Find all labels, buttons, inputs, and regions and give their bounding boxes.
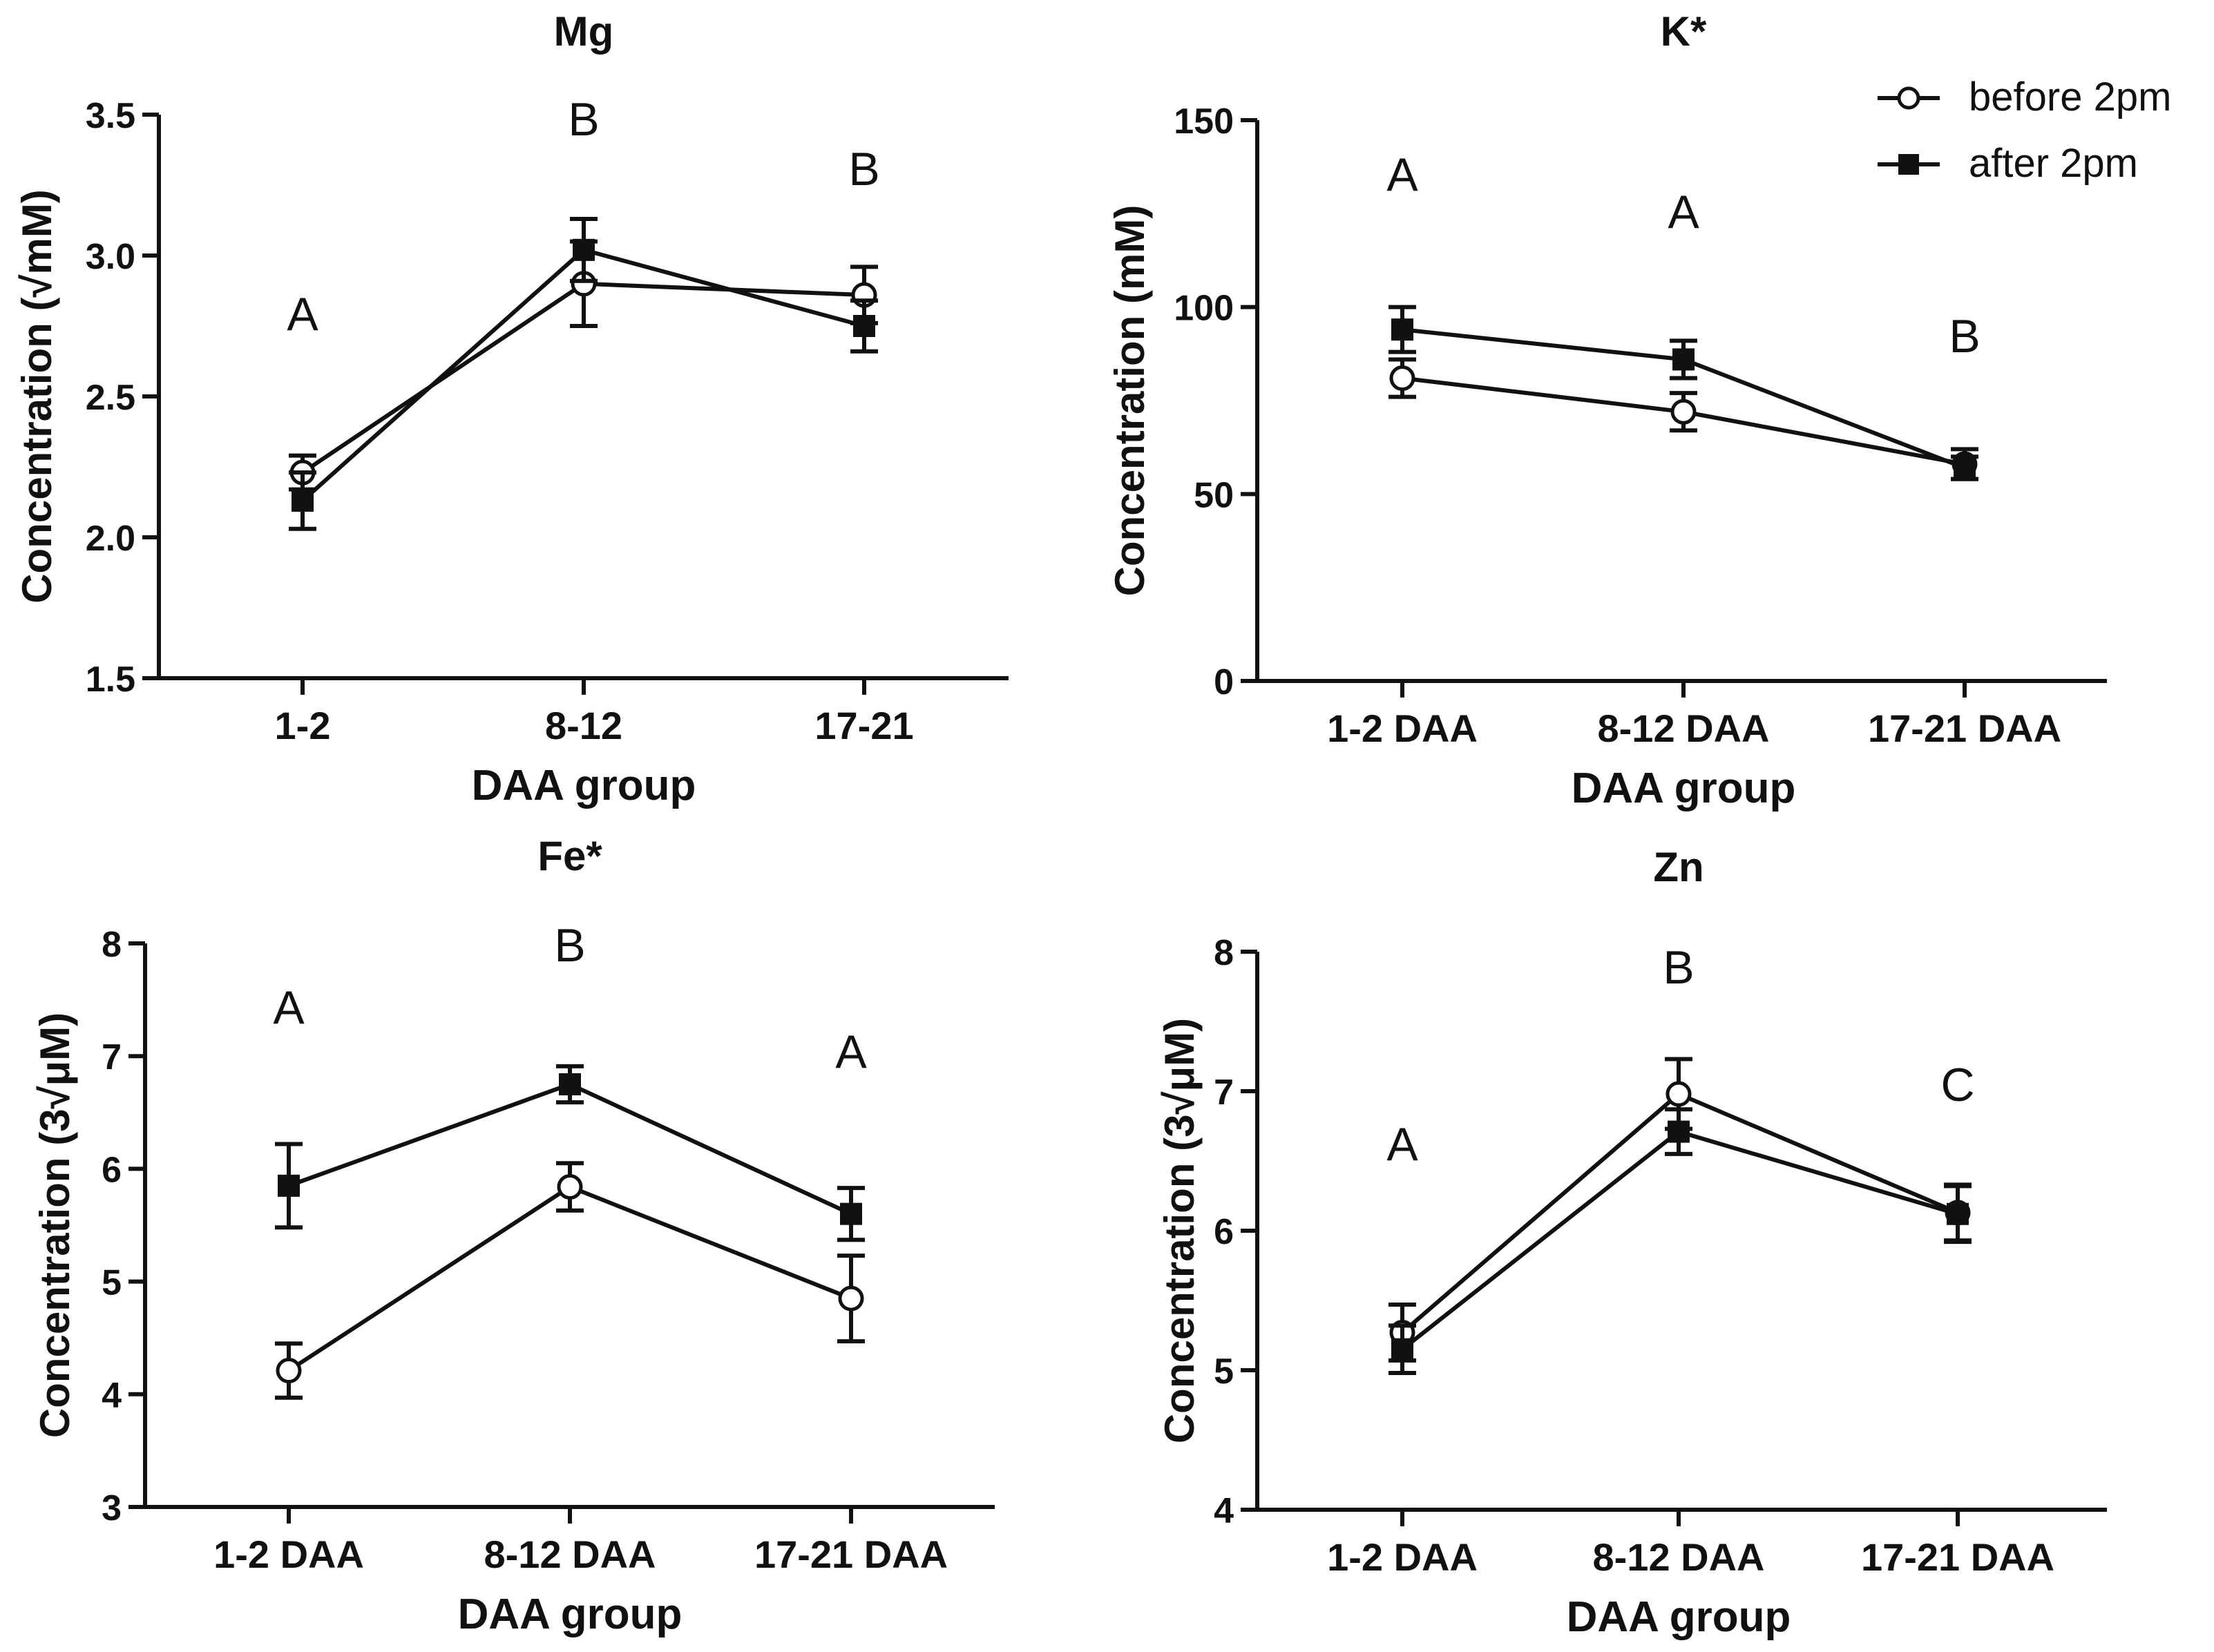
chart-panels: Mg 1.5 2.0 2.5 3.0 3.5 1-2 8-12 17-21 DAA group Co… <box>14 8 2107 1641</box>
group-letter: A <box>1668 186 1699 238</box>
data-point-after-2pm <box>1391 1338 1413 1361</box>
data-point-after-2pm <box>559 1073 581 1095</box>
y-tick-label: 8 <box>1214 933 1234 973</box>
data-point-after-2pm <box>840 1202 862 1225</box>
group-letter: B <box>1949 310 1980 363</box>
y-tick-label: 2.0 <box>86 519 135 559</box>
chart-mg: Mg 1.5 2.0 2.5 3.0 3.5 1-2 8-12 17-21 DAA group Co… <box>14 8 1009 809</box>
x-axis-label: DAA group <box>1572 765 1796 812</box>
data-point-before-2pm <box>1666 1081 1692 1107</box>
y-tick-label: 6 <box>1214 1212 1234 1252</box>
legend-item-before-2pm: before 2pm <box>1878 75 2171 119</box>
data-point-before-2pm <box>838 1285 864 1312</box>
group-letter: B <box>554 919 585 972</box>
data-point-before-2pm <box>1389 365 1415 392</box>
series-line <box>287 1184 852 1373</box>
series-before-2pm <box>1388 1057 1972 1363</box>
y-tick-label: 1.5 <box>86 660 135 700</box>
chart-title: Zn <box>1653 844 1704 890</box>
data-point-before-2pm <box>557 1174 583 1200</box>
group-letter: B <box>848 143 879 195</box>
y-tick-label: 2.5 <box>86 378 135 418</box>
series-line <box>1401 1129 1958 1352</box>
series-after-2pm <box>289 216 878 531</box>
data-point-after-2pm <box>1954 457 1976 479</box>
x-tick-label: 8-12 <box>545 704 622 747</box>
x-axis-label: DAA group <box>472 762 696 809</box>
legend: before 2pm after 2pm <box>1878 75 2171 186</box>
group-letter: A <box>1386 148 1418 201</box>
y-axis-label: Concentration (3√μM) <box>1156 1018 1203 1443</box>
legend-label-after-2pm: after 2pm <box>1969 141 2138 186</box>
x-tick-label: 17-21 DAA <box>754 1533 948 1576</box>
y-tick-label: 3 <box>102 1488 122 1528</box>
y-tick-label: 7 <box>102 1037 122 1077</box>
y-axis-label: Concentration (3√μM) <box>32 1012 78 1438</box>
data-point-after-2pm <box>278 1174 300 1197</box>
group-letter: A <box>287 288 318 340</box>
x-tick-label: 8-12 DAA <box>484 1533 656 1576</box>
y-tick-label: 3.0 <box>86 237 135 277</box>
x-tick-label: 1-2 DAA <box>213 1533 364 1576</box>
x-tick-label: 17-21 DAA <box>1868 707 2061 750</box>
data-point-after-2pm <box>573 238 595 261</box>
legend-item-after-2pm: after 2pm <box>1878 141 2138 186</box>
y-axis-label: Concentration (mM) <box>1107 205 1153 597</box>
data-point-after-2pm <box>853 315 875 337</box>
y-tick-label: 4 <box>1214 1491 1234 1531</box>
chart-k: K* 0 50 100 150 1-2 DAA 8-12 DAA 17-21 DAA DAA g… <box>1107 8 2107 812</box>
y-tick-label: 150 <box>1174 102 1234 142</box>
legend-label-before-2pm: before 2pm <box>1969 75 2171 119</box>
y-tick-label: 7 <box>1214 1073 1234 1113</box>
y-tick-label: 4 <box>102 1376 122 1416</box>
chart-fe: Fe* 3 4 5 6 7 8 1-2 DAA 8-12 DAA 17-21 DAA DAA gro… <box>32 833 995 1638</box>
data-point-after-2pm <box>1391 318 1413 341</box>
series-after-2pm <box>1388 1107 1972 1376</box>
series-after-2pm <box>1388 305 1978 481</box>
chart-title: K* <box>1661 8 1707 55</box>
x-axis-label: DAA group <box>1567 1593 1791 1641</box>
group-letter: A <box>835 1026 867 1078</box>
chart-title: Mg <box>554 8 614 55</box>
data-point-before-2pm <box>1670 398 1697 425</box>
group-letter: B <box>568 93 599 146</box>
x-tick-label: 1-2 DAA <box>1327 707 1478 750</box>
data-point-before-2pm <box>276 1358 302 1384</box>
y-tick-label: 0 <box>1214 662 1234 702</box>
data-point-after-2pm <box>292 489 314 512</box>
x-tick-label: 17-21 DAA <box>1861 1535 2054 1579</box>
group-letter: A <box>1386 1118 1418 1171</box>
x-axis-label: DAA group <box>458 1591 683 1638</box>
open-circle-icon <box>1897 86 1920 110</box>
x-tick-label: 8-12 DAA <box>1598 707 1770 750</box>
series-before-2pm <box>275 1161 865 1400</box>
chart-title: Fe* <box>537 833 602 879</box>
x-tick-label: 8-12 DAA <box>1593 1535 1765 1579</box>
group-letter: C <box>1940 1059 1974 1111</box>
data-point-after-2pm <box>1672 348 1695 371</box>
y-tick-label: 100 <box>1174 289 1234 329</box>
x-tick-label: 17-21 <box>814 704 913 747</box>
group-letter: A <box>273 981 305 1034</box>
x-tick-label: 1-2 <box>275 704 331 747</box>
y-tick-label: 5 <box>1214 1352 1234 1392</box>
group-letter: B <box>1663 941 1694 994</box>
x-tick-label: 1-2 DAA <box>1327 1535 1478 1579</box>
data-point-after-2pm <box>1947 1202 1969 1225</box>
y-tick-label: 3.5 <box>86 96 135 136</box>
y-tick-label: 6 <box>102 1150 122 1190</box>
filled-square-icon <box>1898 154 1919 175</box>
data-point-after-2pm <box>1668 1120 1690 1143</box>
y-tick-label: 8 <box>102 925 122 965</box>
y-tick-label: 50 <box>1194 475 1234 515</box>
chart-zn: Zn 4 5 6 7 8 1-2 DAA 8-12 DAA 17-21 DAA DAA group… <box>1156 844 2107 1641</box>
y-axis-label: Concentration (√mM) <box>14 189 60 604</box>
series-after-2pm <box>275 1064 865 1242</box>
y-tick-label: 5 <box>102 1263 122 1303</box>
